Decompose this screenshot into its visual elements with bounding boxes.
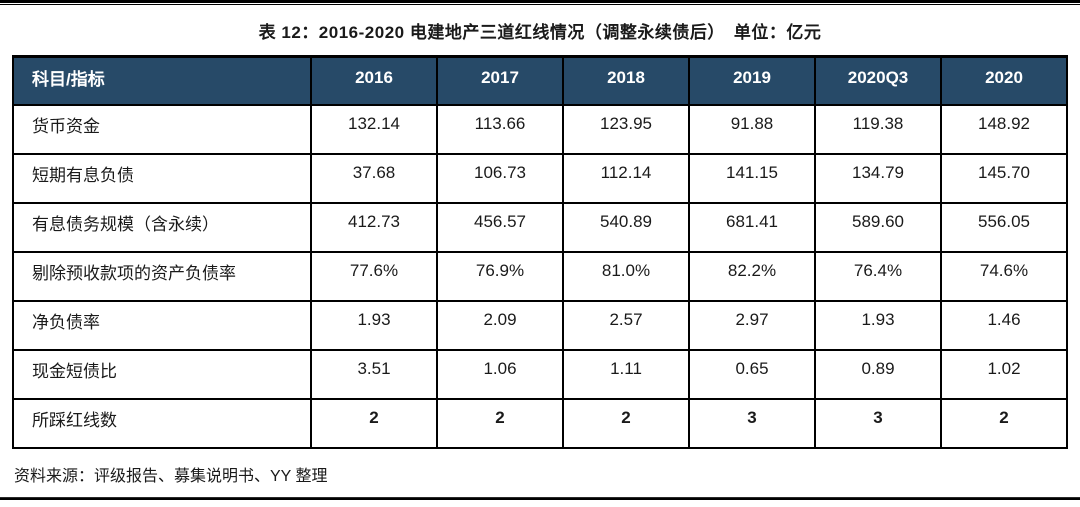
table-cell: 106.73 [436, 152, 564, 204]
col-header-indicator: 科目/指标 [12, 55, 312, 106]
source-note: 资料来源：评级报告、募集说明书、YY 整理 [14, 467, 328, 485]
col-header-2020q3: 2020Q3 [814, 55, 942, 106]
table-cell: 681.41 [688, 201, 816, 253]
header-row: 科目/指标 2016 2017 2018 2019 2020Q3 2020 [12, 55, 1068, 106]
col-header-2020: 2020 [940, 55, 1068, 106]
table-cell: 0.89 [814, 348, 942, 400]
col-header-2019: 2019 [688, 55, 816, 106]
table-cell: 2.57 [562, 299, 690, 351]
table-cell: 76.9% [436, 250, 564, 302]
table-row-cash-to-short-debt: 现金短债比 3.51 1.06 1.11 0.65 0.89 1.02 [12, 348, 1068, 400]
table-cell: 0.65 [688, 348, 816, 400]
table-cell: 2 [436, 397, 564, 449]
table-cell: 91.88 [688, 103, 816, 155]
financial-table: 科目/指标 2016 2017 2018 2019 2020Q3 2020 货币… [12, 55, 1068, 449]
table-cell: 1.46 [940, 299, 1068, 351]
table-cell: 77.6% [310, 250, 438, 302]
table-cell: 112.14 [562, 152, 690, 204]
row-label: 有息债务规模（含永续） [12, 201, 312, 253]
table-row-net-debt-ratio: 净负债率 1.93 2.09 2.57 2.97 1.93 1.46 [12, 299, 1068, 351]
top-divider [0, 0, 1080, 5]
table-row-asset-liability-ratio: 剔除预收款项的资产负债率 77.6% 76.9% 81.0% 82.2% 76.… [12, 250, 1068, 302]
row-label: 货币资金 [12, 103, 312, 155]
table-cell: 2.09 [436, 299, 564, 351]
table-cell: 540.89 [562, 201, 690, 253]
table-cell: 148.92 [940, 103, 1068, 155]
table-cell: 3 [814, 397, 942, 449]
row-label: 净负债率 [12, 299, 312, 351]
col-header-2018: 2018 [562, 55, 690, 106]
table-cell: 82.2% [688, 250, 816, 302]
table-cell: 456.57 [436, 201, 564, 253]
col-header-2016: 2016 [310, 55, 438, 106]
row-label: 短期有息负债 [12, 152, 312, 204]
table-cell: 145.70 [940, 152, 1068, 204]
table-cell: 76.4% [814, 250, 942, 302]
table-cell: 2 [310, 397, 438, 449]
bottom-divider [0, 497, 1080, 500]
table-row-cash: 货币资金 132.14 113.66 123.95 91.88 119.38 1… [12, 103, 1068, 155]
table-cell: 113.66 [436, 103, 564, 155]
table-cell: 1.93 [310, 299, 438, 351]
row-label: 现金短债比 [12, 348, 312, 400]
table-header: 科目/指标 2016 2017 2018 2019 2020Q3 2020 [12, 55, 1068, 106]
table-row-red-lines-count: 所踩红线数 2 2 2 3 3 2 [12, 397, 1068, 449]
table-cell: 556.05 [940, 201, 1068, 253]
table-cell: 3.51 [310, 348, 438, 400]
table-cell: 81.0% [562, 250, 690, 302]
table-cell: 589.60 [814, 201, 942, 253]
table-cell: 74.6% [940, 250, 1068, 302]
table-cell: 134.79 [814, 152, 942, 204]
table-cell: 3 [688, 397, 816, 449]
table-cell: 141.15 [688, 152, 816, 204]
table-cell: 2 [562, 397, 690, 449]
row-label: 所踩红线数 [12, 397, 312, 449]
table-caption: 表 12：2016-2020 电建地产三道红线情况（调整永续债后） 单位：亿元 [258, 23, 822, 42]
row-label: 剔除预收款项的资产负债率 [12, 250, 312, 302]
table-cell: 1.11 [562, 348, 690, 400]
table-cell: 412.73 [310, 201, 438, 253]
table-row-short-term-debt: 短期有息负债 37.68 106.73 112.14 141.15 134.79… [12, 152, 1068, 204]
table-cell: 1.06 [436, 348, 564, 400]
table-body: 货币资金 132.14 113.66 123.95 91.88 119.38 1… [12, 103, 1068, 449]
table-cell: 123.95 [562, 103, 690, 155]
table-cell: 132.14 [310, 103, 438, 155]
table-cell: 1.02 [940, 348, 1068, 400]
table-cell: 1.93 [814, 299, 942, 351]
table-cell: 2.97 [688, 299, 816, 351]
col-header-2017: 2017 [436, 55, 564, 106]
table-row-total-debt: 有息债务规模（含永续） 412.73 456.57 540.89 681.41 … [12, 201, 1068, 253]
table-cell: 37.68 [310, 152, 438, 204]
table-cell: 119.38 [814, 103, 942, 155]
table-cell: 2 [940, 397, 1068, 449]
